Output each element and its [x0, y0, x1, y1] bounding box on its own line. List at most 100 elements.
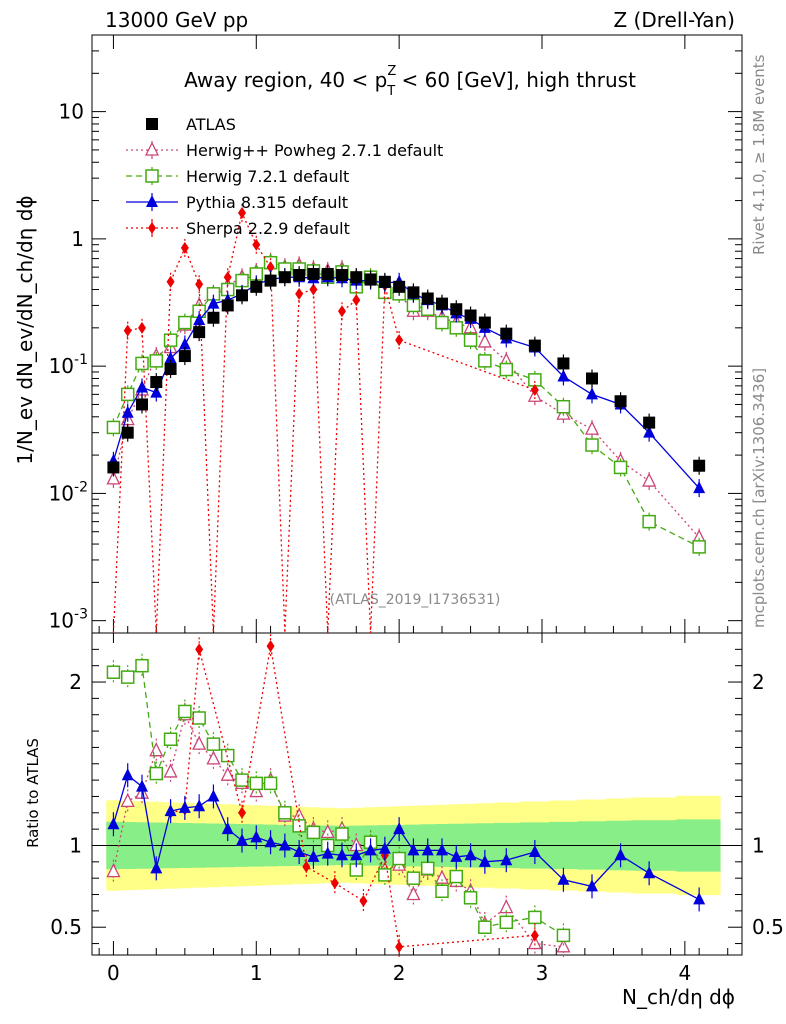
ratio-tick-label: 2: [69, 670, 82, 694]
plot-title: Away region, 40 < pZ T < 60 [GeV], high t…: [184, 64, 636, 99]
legend-label: Herwig++ Powheg 2.7.1 default: [186, 141, 443, 160]
data-point: [163, 333, 178, 347]
ratio-point: [450, 849, 463, 862]
data-point: [449, 321, 464, 335]
data-point: [107, 461, 120, 474]
data-point: [238, 206, 246, 219]
y-axis-label: 1/N_ev dN_ev/dN_ch/dη dϕ: [13, 195, 37, 464]
data-point: [193, 326, 206, 339]
data-point: [530, 383, 539, 396]
x-tick-label: 1: [250, 961, 263, 985]
title-sup: Z: [387, 64, 396, 79]
data-point: [266, 261, 275, 274]
watermark: (ATLAS_2019_I1736531): [330, 592, 501, 608]
header-left: 13000 GeV pp: [105, 8, 248, 32]
legend-label: ATLAS: [186, 115, 236, 134]
ratio-point: [530, 929, 539, 942]
ratio-point: [107, 817, 120, 830]
ratio-tick-label: 1: [69, 833, 82, 857]
ratio-point: [207, 789, 220, 802]
title-rest: < 60 [GeV], high thrust: [395, 68, 636, 92]
ratio-point: [392, 851, 406, 866]
data-point: [693, 481, 706, 494]
data-point: [557, 369, 570, 382]
data-point: [178, 350, 191, 363]
ratio-point: [193, 799, 206, 812]
data-point: [207, 311, 220, 324]
data-point: [500, 327, 513, 340]
header-right: Z (Drell-Yan): [613, 8, 735, 32]
ratio-point: [163, 763, 178, 778]
ratio-point: [420, 861, 435, 876]
data-point: [556, 399, 571, 414]
data-point: [150, 385, 163, 398]
data-point: [195, 278, 204, 291]
ratio-point: [306, 825, 321, 840]
data-point: [123, 324, 132, 337]
ratio-point: [220, 748, 235, 763]
legend-label: Herwig 7.2.1 default: [186, 167, 349, 186]
data-point: [336, 269, 348, 282]
ratio-point: [249, 783, 264, 798]
ratio-point: [264, 835, 277, 848]
ratio-point: [236, 833, 248, 846]
data-point: [464, 309, 477, 322]
data-point: [395, 334, 404, 347]
ratio-point: [321, 846, 334, 859]
ratio-point: [206, 737, 221, 751]
ratio-point: [378, 868, 392, 882]
data-point: [338, 305, 346, 318]
ratio-point: [235, 773, 249, 787]
ratio-point: [434, 869, 450, 884]
data-point: [450, 303, 463, 316]
ratio-point: [120, 792, 135, 808]
ratio-point: [528, 845, 541, 858]
x-tick-label: 4: [678, 961, 691, 985]
ratio-point: [195, 643, 204, 656]
y-tick-label: 10: [59, 100, 84, 124]
ratio-point: [359, 895, 368, 908]
data-point: [178, 337, 191, 350]
ratio-point: [378, 841, 391, 854]
side-label-top: Rivet 4.1.0, ≥ 1.8M events: [750, 54, 768, 255]
data-point: [478, 316, 491, 329]
x-tick-label: 2: [393, 961, 406, 985]
ratio-point: [500, 853, 513, 866]
ratio-tick-label-right: 1: [752, 833, 765, 857]
ratio-point: [220, 766, 235, 781]
ratio-point: [364, 843, 377, 856]
y-tick-label: 10-1: [49, 352, 88, 378]
data-point: [121, 426, 134, 439]
data-point: [150, 376, 163, 389]
data-point: [421, 292, 434, 305]
data-point: [378, 275, 391, 288]
data-point: [136, 380, 148, 393]
data-point: [642, 472, 657, 487]
data-point: [528, 339, 541, 352]
ratio-point: [178, 800, 191, 813]
data-point: [499, 362, 514, 377]
ratio-point: [106, 863, 121, 878]
data-point: [477, 333, 492, 348]
title-main: Away region, 40 < p: [184, 68, 387, 92]
ratio-point: [278, 838, 291, 851]
ratio-point: [449, 869, 464, 884]
data-point: [120, 387, 135, 402]
ratio-point: [395, 940, 404, 953]
legend-marker: [144, 141, 160, 156]
data-point: [613, 460, 628, 475]
ratio-point: [406, 886, 421, 901]
ratio-tick-label-right: 0.5: [752, 915, 784, 939]
series-line-3: [112, 276, 700, 489]
ratio-point: [421, 843, 434, 856]
data-point: [136, 398, 148, 411]
data-point: [164, 362, 177, 375]
data-point: [250, 280, 263, 293]
ratio-point: [121, 768, 134, 781]
data-point: [309, 283, 318, 296]
data-point: [223, 271, 232, 284]
legend: ATLAS Herwig++ Powheg 2.7.1 default Herwig…: [126, 115, 443, 238]
data-point: [321, 267, 334, 280]
data-point: [643, 416, 656, 429]
